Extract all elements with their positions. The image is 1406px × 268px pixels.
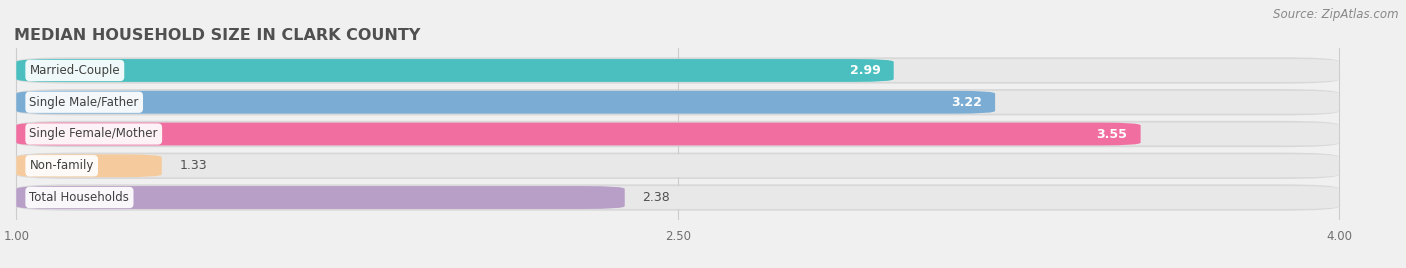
Text: 1.33: 1.33 xyxy=(180,159,207,172)
Text: Married-Couple: Married-Couple xyxy=(30,64,120,77)
Text: Non-family: Non-family xyxy=(30,159,94,172)
FancyBboxPatch shape xyxy=(17,57,1339,84)
FancyBboxPatch shape xyxy=(17,59,894,82)
Text: Single Female/Mother: Single Female/Mother xyxy=(30,128,157,140)
FancyBboxPatch shape xyxy=(17,186,624,209)
FancyBboxPatch shape xyxy=(17,91,1339,114)
FancyBboxPatch shape xyxy=(17,154,162,177)
Text: 2.38: 2.38 xyxy=(643,191,671,204)
Text: MEDIAN HOUSEHOLD SIZE IN CLARK COUNTY: MEDIAN HOUSEHOLD SIZE IN CLARK COUNTY xyxy=(14,28,420,43)
FancyBboxPatch shape xyxy=(17,152,1339,179)
FancyBboxPatch shape xyxy=(17,184,1339,211)
FancyBboxPatch shape xyxy=(17,122,1339,146)
FancyBboxPatch shape xyxy=(17,154,1339,177)
Text: Source: ZipAtlas.com: Source: ZipAtlas.com xyxy=(1274,8,1399,21)
Text: 3.55: 3.55 xyxy=(1097,128,1128,140)
FancyBboxPatch shape xyxy=(17,91,995,114)
Text: 3.22: 3.22 xyxy=(950,96,981,109)
FancyBboxPatch shape xyxy=(17,89,1339,116)
Text: Total Households: Total Households xyxy=(30,191,129,204)
Text: Single Male/Father: Single Male/Father xyxy=(30,96,139,109)
FancyBboxPatch shape xyxy=(17,122,1140,146)
Text: 2.99: 2.99 xyxy=(849,64,880,77)
FancyBboxPatch shape xyxy=(17,186,1339,209)
FancyBboxPatch shape xyxy=(17,59,1339,82)
FancyBboxPatch shape xyxy=(17,121,1339,147)
